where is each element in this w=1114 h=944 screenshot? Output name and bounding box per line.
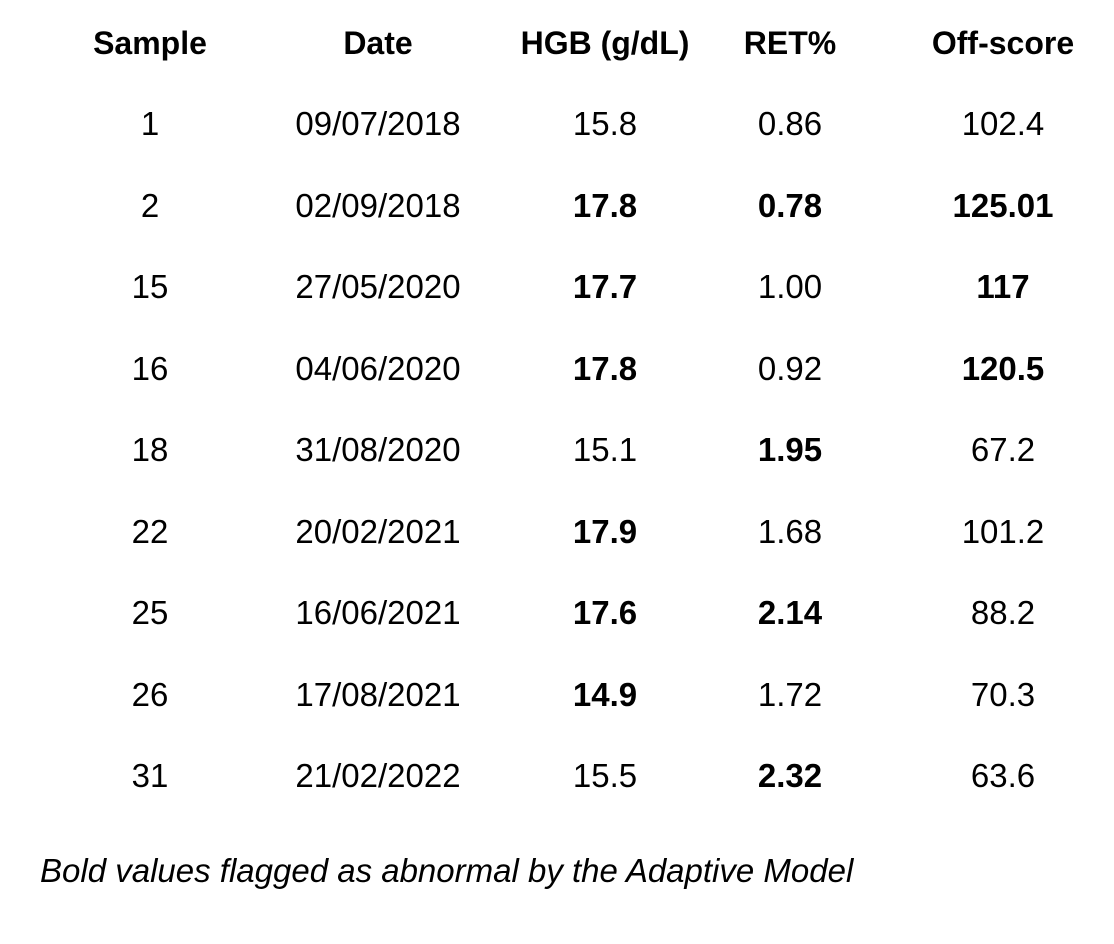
header-date: Date <box>343 25 413 61</box>
cell-off-score: 67.2 <box>970 431 1036 468</box>
cell-hgb: 15.8 <box>572 105 638 142</box>
cell-off-score: 70.3 <box>970 676 1036 713</box>
cell-hgb: 17.7 <box>572 268 638 305</box>
cell-ret-percent: 0.92 <box>757 350 823 387</box>
cell-off-score: 88.2 <box>970 594 1036 631</box>
cell-ret-percent: 2.32 <box>757 757 823 794</box>
cell-off-score: 102.4 <box>961 105 1045 142</box>
cell-hgb: 17.9 <box>572 513 638 550</box>
cell-off-score: 120.5 <box>961 350 1045 387</box>
cell-sample: 2 <box>140 187 160 224</box>
cell-sample: 18 <box>131 431 169 468</box>
cell-hgb: 15.5 <box>572 757 638 794</box>
cell-date: 02/09/2018 <box>295 187 461 224</box>
cell-date: 16/06/2021 <box>295 594 461 631</box>
table-row: 2 02/09/2018 17.8 0.78 125.01 <box>0 176 1114 236</box>
cell-date: 21/02/2022 <box>295 757 461 794</box>
cell-ret-percent: 1.68 <box>757 513 823 550</box>
cell-sample: 31 <box>131 757 169 794</box>
cell-date: 27/05/2020 <box>295 268 461 305</box>
cell-sample: 25 <box>131 594 169 631</box>
cell-date: 17/08/2021 <box>295 676 461 713</box>
header-sample: Sample <box>93 25 207 61</box>
cell-off-score: 101.2 <box>961 513 1045 550</box>
cell-sample: 22 <box>131 513 169 550</box>
cell-ret-percent: 1.72 <box>757 676 823 713</box>
table-row: 26 17/08/2021 14.9 1.72 70.3 <box>0 665 1114 725</box>
header-hgb: HGB (g/dL) <box>520 25 690 61</box>
cell-ret-percent: 0.78 <box>757 187 823 224</box>
cell-hgb: 15.1 <box>572 431 638 468</box>
cell-ret-percent: 1.00 <box>757 268 823 305</box>
cell-date: 31/08/2020 <box>295 431 461 468</box>
table-caption: Bold values flagged as abnormal by the A… <box>40 852 854 889</box>
header-off-score: Off-score <box>931 25 1075 61</box>
table-row: 31 21/02/2022 15.5 2.32 63.6 <box>0 746 1114 806</box>
cell-off-score: 117 <box>976 268 1030 305</box>
cell-sample: 15 <box>131 268 169 305</box>
cell-date: 20/02/2021 <box>295 513 461 550</box>
cell-date: 09/07/2018 <box>295 105 461 142</box>
cell-hgb: 17.8 <box>572 350 638 387</box>
cell-off-score: 125.01 <box>952 187 1054 224</box>
cell-ret-percent: 1.95 <box>757 431 823 468</box>
table-row: 15 27/05/2020 17.7 1.00 117 <box>0 257 1114 317</box>
cell-sample: 1 <box>140 105 160 142</box>
cell-hgb: 17.6 <box>572 594 638 631</box>
header-ret-percent: RET% <box>743 25 837 61</box>
cell-ret-percent: 2.14 <box>757 594 823 631</box>
table-row: 16 04/06/2020 17.8 0.92 120.5 <box>0 339 1114 399</box>
cell-date: 04/06/2020 <box>295 350 461 387</box>
cell-hgb: 14.9 <box>572 676 638 713</box>
table-row: 25 16/06/2021 17.6 2.14 88.2 <box>0 583 1114 643</box>
table-row: 1 09/07/2018 15.8 0.86 102.4 <box>0 94 1114 154</box>
cell-sample: 26 <box>131 676 169 713</box>
cell-ret-percent: 0.86 <box>757 105 823 142</box>
cell-hgb: 17.8 <box>572 187 638 224</box>
cell-sample: 16 <box>131 350 169 387</box>
cell-off-score: 63.6 <box>970 757 1036 794</box>
table-row: 22 20/02/2021 17.9 1.68 101.2 <box>0 502 1114 562</box>
table-row: 18 31/08/2020 15.1 1.95 67.2 <box>0 420 1114 480</box>
table-header-row: Sample Date HGB (g/dL) RET% Off-score <box>0 13 1114 73</box>
